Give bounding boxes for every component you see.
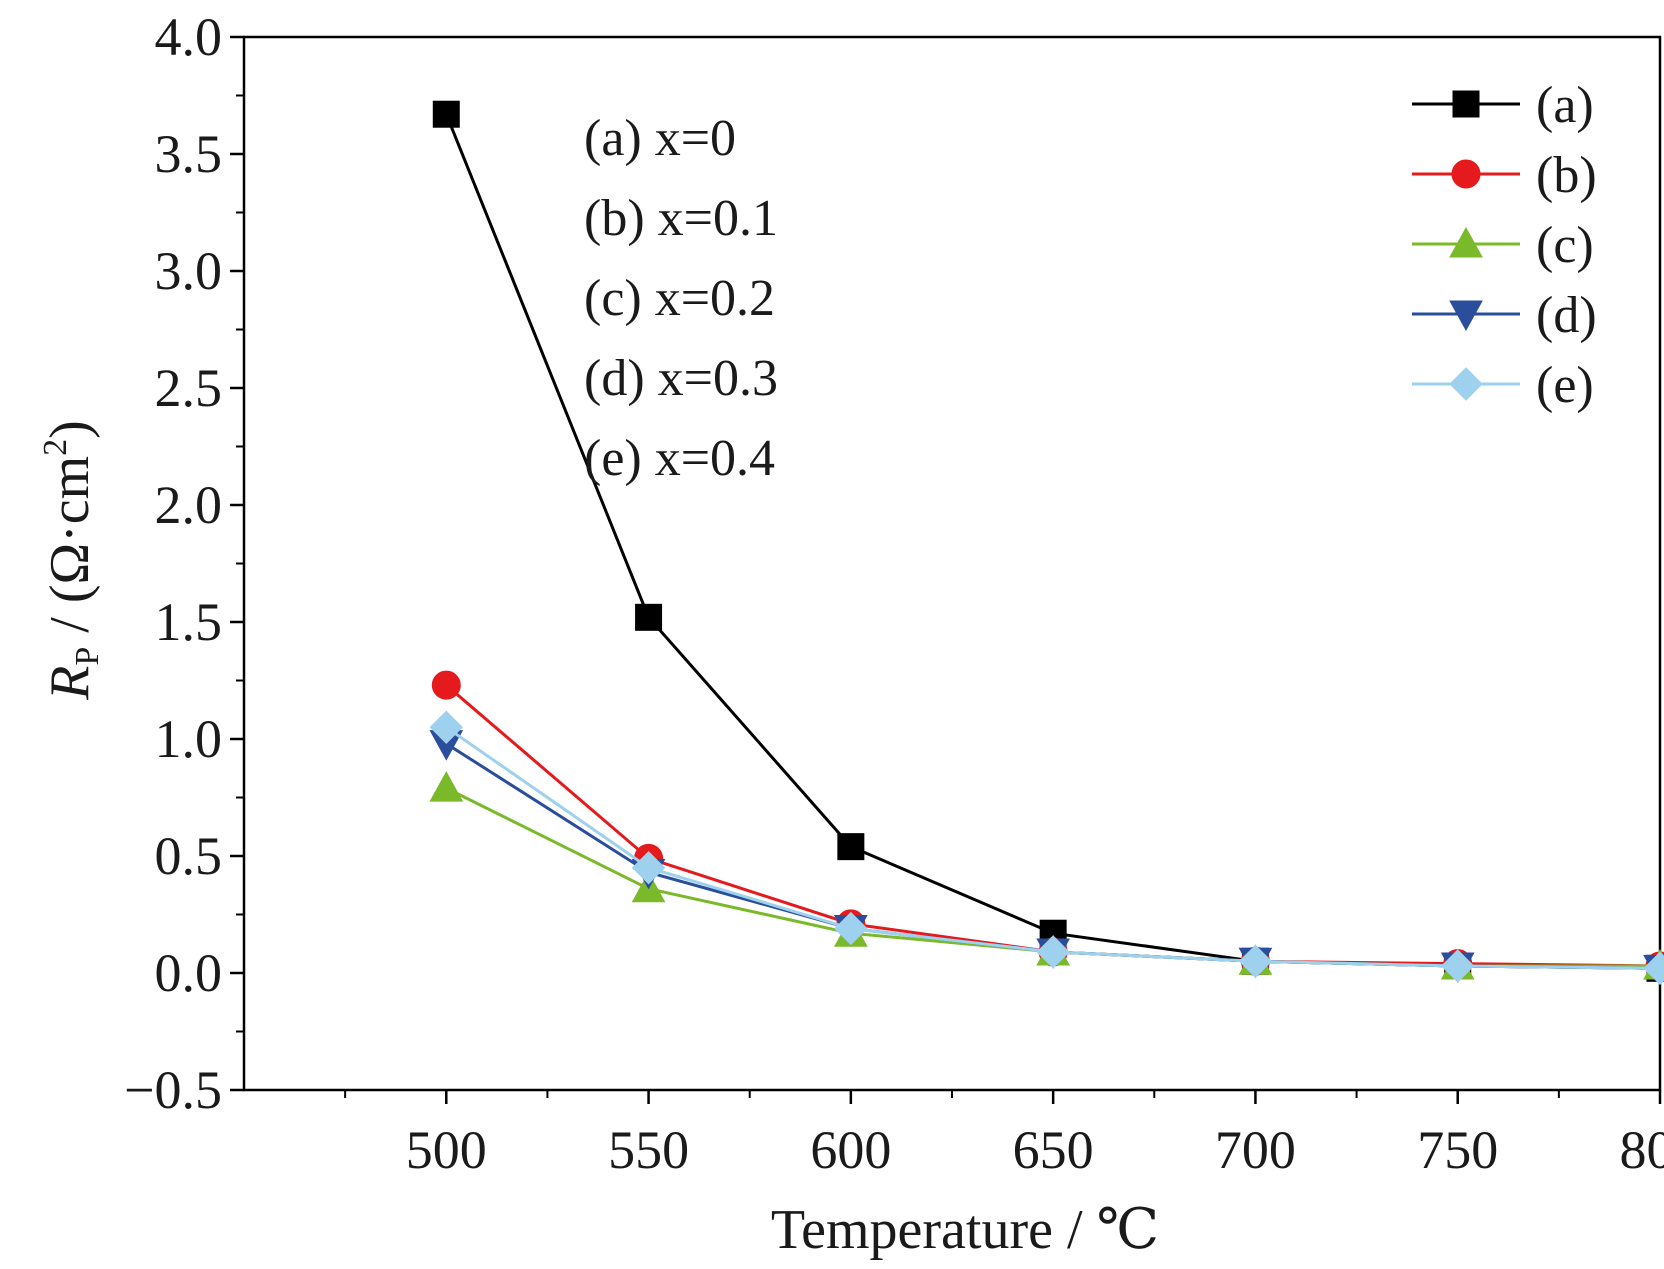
y-axis-label-superscript: 2 [37,439,74,456]
data-point-marker [1441,949,1475,983]
legend-marker [1451,159,1481,189]
x-tick-label: 750 [1417,1120,1498,1180]
legend: (a) (b) (c) (d) (e) [1412,77,1597,414]
y-tick-label: 3.5 [155,124,223,184]
data-point-marker [1238,944,1273,979]
legend-label: (d) [1536,287,1597,344]
legend-item: (c) [1412,217,1594,274]
legend-item: (b) [1412,147,1597,204]
data-point-marker [631,850,666,885]
data-point-marker [837,833,865,861]
series-e [429,710,1664,986]
x-tick-label: 550 [608,1120,689,1180]
data-point-marker [834,911,868,946]
plot-frame [242,35,1662,1092]
x-tick-label: 800 [1620,1120,1664,1180]
legend-label: (a) [1536,77,1594,134]
y-tick-label: 3.0 [155,241,223,301]
composition-annotations: (a) x=0 (b) x=0.1 (c) x=0.2 (d) x=0.3 (e) x=… [584,110,778,487]
legend-item: (e) [1412,357,1594,414]
legend-marker [1449,367,1483,401]
data-point-marker [429,771,464,802]
x-axis-ticks: 500 550 600 650 700 750 800 [344,1090,1664,1180]
data-point-marker [431,670,461,700]
x-tick-label: 700 [1215,1120,1296,1180]
y-tick-label: 2.0 [155,475,223,535]
x-axis-label: Temperature / ℃ [771,1199,1159,1261]
legend-marker [1449,300,1483,332]
y-axis-label-unit: / (Ω·cm [39,456,101,647]
annotation-label: (c) x=0.2 [584,270,775,327]
y-axis-label-close: ) [39,420,101,439]
annotation-label: (a) x=0 [584,110,736,167]
data-point-marker [1036,935,1070,969]
y-axis-label-symbol: R [39,666,101,701]
legend-item: (d) [1412,287,1597,344]
annotation-label: (d) x=0.3 [584,350,778,407]
plot-area-border [242,35,1662,1092]
data-point-marker [429,710,463,745]
data-point-marker [1643,951,1664,986]
legend-label: (b) [1536,147,1597,204]
x-tick-label: 500 [406,1120,487,1180]
data-point-marker [432,100,460,128]
y-axis-ticks: 4.0 3.5 3.0 2.5 2.0 1.5 1.0 0.5 0.0 −0.5 [124,7,244,1120]
legend-item: (a) [1412,77,1594,134]
y-tick-label: 1.5 [155,592,223,652]
y-tick-label: 2.5 [155,358,223,418]
series-lines [429,100,1664,986]
y-tick-label: 4.0 [155,7,223,67]
data-point-marker [635,603,663,631]
y-tick-label: 1.0 [155,709,223,769]
legend-label: (e) [1536,357,1594,414]
y-tick-label: 0.0 [155,943,223,1003]
y-axis-label-subscript: P [69,647,106,666]
y-tick-label: 0.5 [155,826,223,886]
legend-marker [1452,90,1480,118]
y-tick-label: −0.5 [124,1060,222,1120]
y-axis-label: RP / (Ω·cm2) [37,420,106,701]
annotation-label: (e) x=0.4 [584,430,775,487]
annotation-label: (b) x=0.1 [584,190,778,247]
x-tick-label: 650 [1013,1120,1094,1180]
legend-label: (c) [1536,217,1594,274]
x-tick-label: 600 [810,1120,891,1180]
legend-marker [1449,226,1483,258]
